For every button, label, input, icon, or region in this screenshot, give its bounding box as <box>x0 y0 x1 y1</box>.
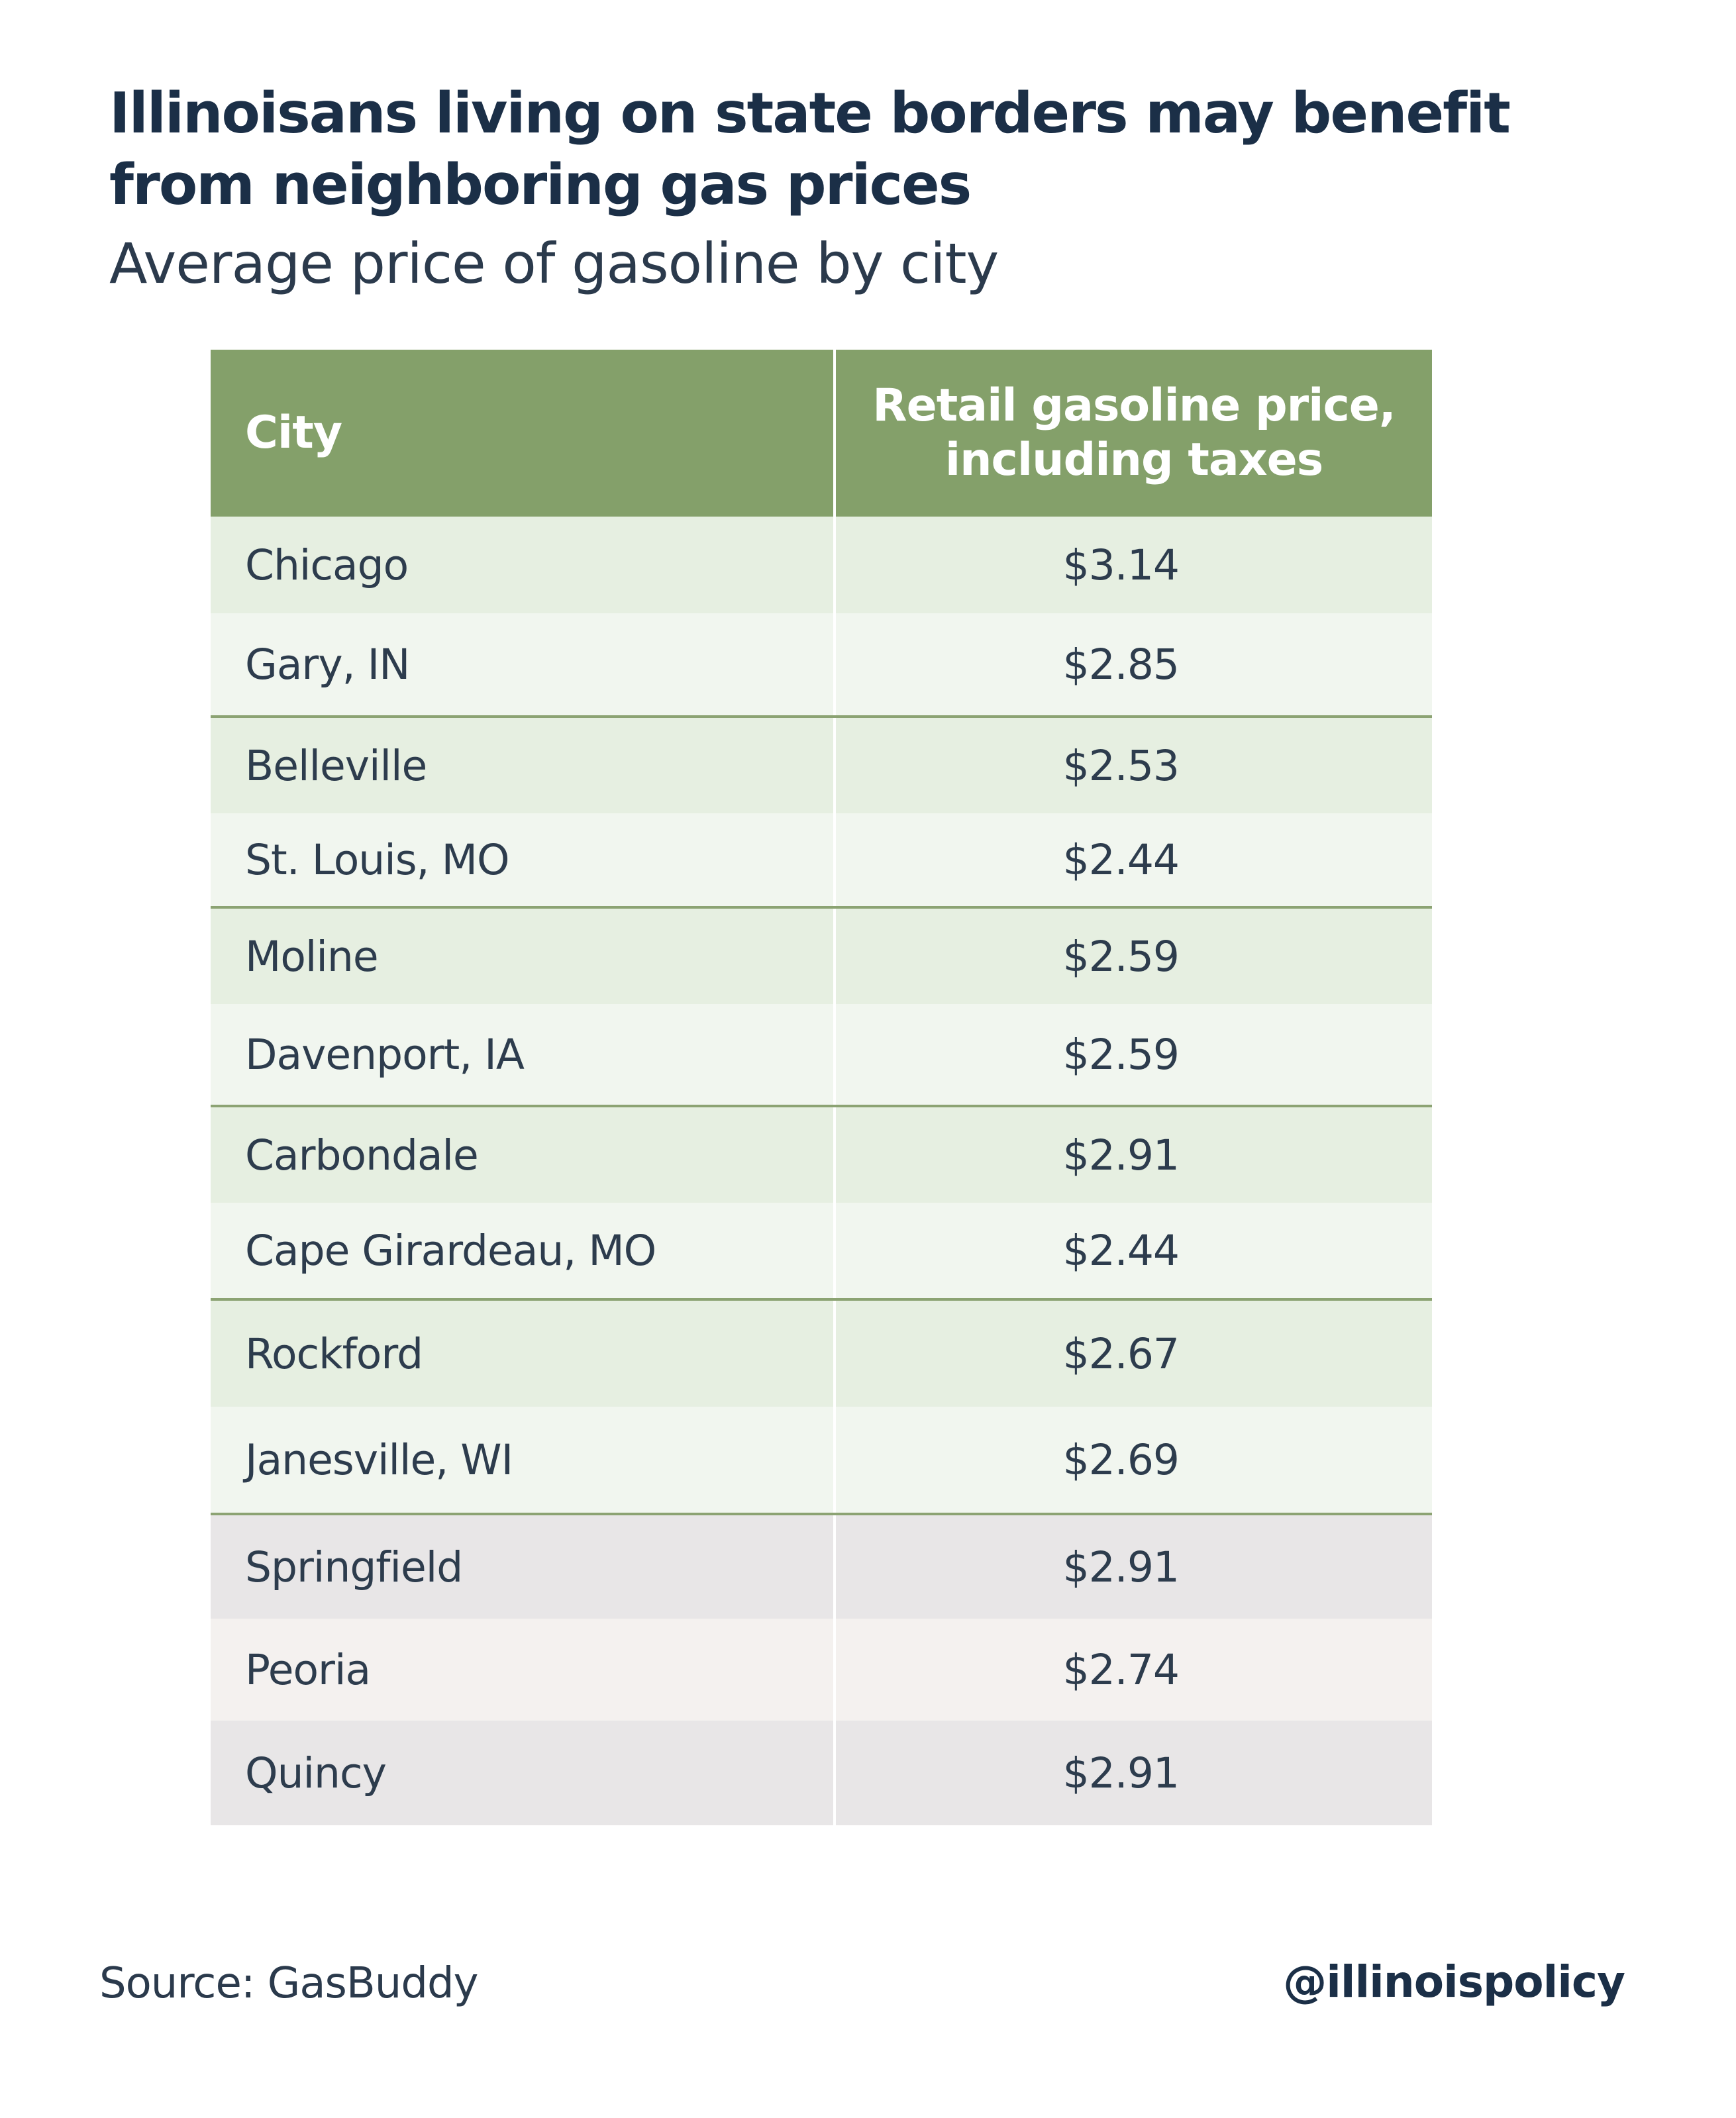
price-cell: $2.91 <box>1062 1542 1180 1591</box>
city-cell: Quincy <box>211 1721 836 1825</box>
table-row: Cape Girardeau, MO $2.44 <box>211 1203 1432 1301</box>
table-row: Moline $2.59 <box>211 907 1432 1004</box>
price-cell: $2.53 <box>1062 741 1180 790</box>
city-cell: Carbondale <box>211 1106 836 1203</box>
city-cell: Springfield <box>211 1514 836 1619</box>
table-row: St. Louis, MO $2.44 <box>211 813 1432 909</box>
price-table: City Retail gasoline price, including ta… <box>211 350 1432 1825</box>
price-cell: $2.74 <box>1062 1645 1180 1694</box>
table-row: Peoria $2.74 <box>211 1619 1432 1721</box>
table-row: Belleville $2.53 <box>211 717 1432 813</box>
price-cell: $2.85 <box>835 613 1432 718</box>
city-cell: Davenport, IA <box>211 1004 836 1107</box>
city-cell: Cape Girardeau, MO <box>211 1203 836 1301</box>
price-cell: $2.44 <box>835 1203 1432 1301</box>
price-cell: $2.69 <box>835 1407 1432 1515</box>
table-row: Gary, IN $2.85 <box>211 613 1432 718</box>
price-cell: $2.44 <box>835 813 1432 909</box>
price-cell: $2.59 <box>835 1004 1432 1107</box>
table-row: Janesville, WI $2.69 <box>211 1407 1432 1515</box>
gas-price-table: City Retail gasoline price, including ta… <box>211 350 1432 1848</box>
city-cell: Peoria <box>211 1619 836 1721</box>
city-cell: Chicago <box>211 517 836 613</box>
table-row: Chicago $3.14 <box>211 517 1432 613</box>
chart-subtitle: Average price of gasoline by city <box>109 231 999 296</box>
price-cell: $2.59 <box>1062 932 1180 981</box>
city-cell: St. Louis, MO <box>211 813 836 909</box>
price-cell: $2.67 <box>1062 1329 1180 1378</box>
table-header-row: City Retail gasoline price, including ta… <box>211 350 1432 517</box>
city-cell: Rockford <box>211 1299 836 1407</box>
price-cell: $3.14 <box>1062 540 1180 589</box>
social-handle: @illinoispolicy <box>1283 1956 1625 2007</box>
column-header-city: City <box>211 350 836 517</box>
city-cell: Gary, IN <box>211 613 836 718</box>
city-cell: Moline <box>211 907 836 1004</box>
price-cell: $2.91 <box>1062 1748 1180 1797</box>
table-row: Springfield $2.91 <box>211 1514 1432 1619</box>
table-body: Chicago $3.14 Gary, IN $2.85 Belleville $2.53… <box>211 517 1432 1825</box>
table-row: Quincy $2.91 <box>211 1721 1432 1825</box>
table-row: Rockford $2.67 <box>211 1299 1432 1407</box>
chart-title: Illinoisans living on state borders may … <box>109 81 1511 218</box>
city-cell: Belleville <box>211 717 836 813</box>
table-row: Davenport, IA $2.59 <box>211 1004 1432 1107</box>
city-cell: Janesville, WI <box>211 1407 836 1515</box>
table-row: Carbondale $2.91 <box>211 1106 1432 1203</box>
source-note: Source: GasBuddy <box>99 1959 478 2008</box>
column-header-price: Retail gasoline price, including taxes <box>835 350 1432 517</box>
price-cell: $2.91 <box>1062 1131 1180 1180</box>
